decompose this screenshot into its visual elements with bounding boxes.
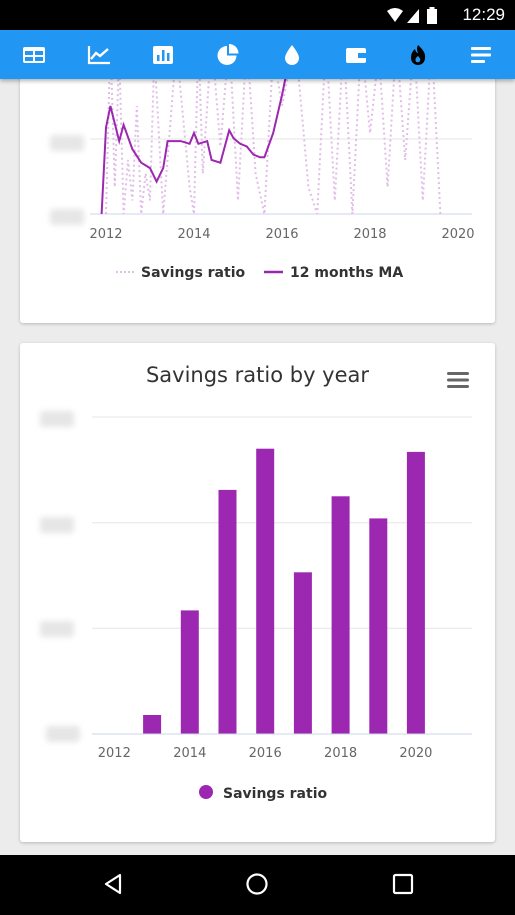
recents-icon[interactable] [391,872,415,896]
bar-2017[interactable] [293,572,312,734]
bar-chart-legend: Savings ratio [199,785,327,802]
legend-symbol-circle [199,785,213,799]
pie-chart-icon[interactable] [215,42,241,68]
wallet-icon[interactable] [343,42,369,68]
table-icon[interactable] [21,42,47,68]
status-time: 12:29 [462,5,505,24]
line-chart-legend: Savings ratio 12 months MA [116,265,403,281]
x-tick-label: 2018 [353,227,386,242]
x-tick-label: 2012 [89,227,122,242]
menu-lines-icon[interactable] [468,42,494,68]
chart-menu-icon[interactable] [447,371,469,389]
home-icon[interactable] [245,872,269,896]
status-icons [387,7,437,24]
legend-savings-ratio[interactable]: Savings ratio [223,786,327,802]
drop-icon[interactable] [279,42,305,68]
x-tick-label: 2012 [98,746,131,761]
signal-icon [407,9,419,23]
system-navigation-bar [0,855,515,915]
bar-2020[interactable] [406,451,425,734]
back-icon[interactable] [101,872,125,896]
bar-chart: 2012 2014 2016 2018 2020 Savings ratio [92,416,472,802]
line-chart-icon[interactable] [86,42,112,68]
x-tick-label: 2020 [441,227,474,242]
bar-2014[interactable] [180,610,199,734]
bar-chart-icon[interactable] [150,42,176,68]
series-savings-ratio-line [105,79,442,215]
line-chart: 2012 2014 2016 2018 2020 Savings ratio 12 mo… [89,79,475,281]
bar-2016[interactable] [256,448,275,734]
x-tick-label: 2016 [265,227,298,242]
line-chart-card: 2012 2014 2016 2018 2020 Savings ratio 12 mo… [20,79,495,323]
content-scroll-area[interactable]: 2012 2014 2016 2018 2020 Savings ratio 12 mo… [0,79,515,855]
bar-2018[interactable] [331,496,350,735]
bar-2019[interactable] [369,518,388,734]
bar-2013[interactable] [143,715,162,734]
fire-icon[interactable] [405,42,431,68]
chart-title: Savings ratio by year [145,363,370,387]
battery-icon [427,9,437,24]
series-12-months-ma-line [100,79,287,215]
x-tick-label: 2016 [249,746,282,761]
bar-2015[interactable] [218,489,237,734]
x-tick-label: 2020 [399,746,432,761]
status-bar: 12:29 [0,0,515,30]
legend-12-months-ma[interactable]: 12 months MA [290,265,403,281]
x-tick-label: 2014 [173,746,206,761]
bar-chart-card: Savings ratio by year 2012 2014 2016 2018 20… [20,343,495,842]
x-tick-label: 2018 [324,746,357,761]
legend-savings-ratio[interactable]: Savings ratio [141,265,245,281]
x-tick-label: 2014 [177,227,210,242]
top-navigation [0,30,515,79]
wifi-icon [387,8,403,22]
